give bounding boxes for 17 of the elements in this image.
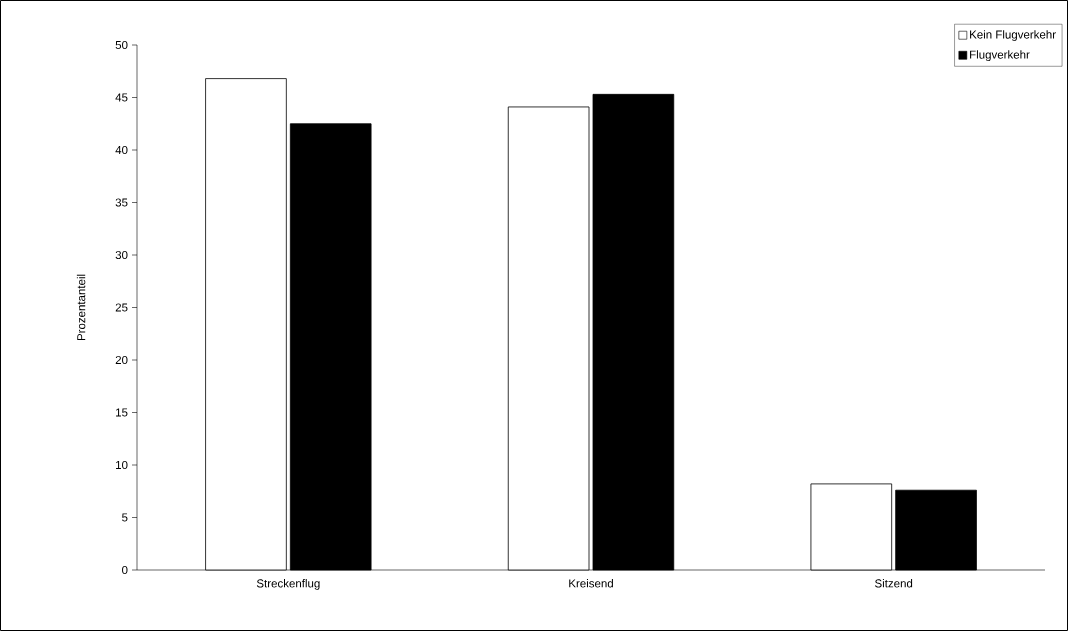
y-tick-label: 35 (115, 198, 128, 207)
y-tick-label: 10 (116, 460, 128, 470)
y-tick-label: 30 (115, 250, 128, 260)
x-tick-label: Sitzend (875, 579, 913, 588)
y-tick-label: 0 (122, 565, 128, 575)
y-tick-label: 25 (115, 303, 128, 312)
y-tick-label: 20 (115, 355, 128, 365)
y-tick-label: 5 (122, 513, 128, 522)
legend-label: Kein Flugverkehr (970, 30, 1056, 41)
y-tick-label: 40 (115, 145, 128, 155)
x-tick-label: Kreisend (569, 579, 613, 588)
y-axis-title: Prozentanteil (76, 274, 86, 341)
legend-label: Flugverkehr (970, 50, 1030, 61)
y-tick-label: 50 (115, 40, 128, 50)
y-tick-label: 45 (115, 93, 128, 102)
y-tick-label: 15 (116, 408, 128, 417)
x-tick-label: Streckenflug (256, 579, 320, 590)
